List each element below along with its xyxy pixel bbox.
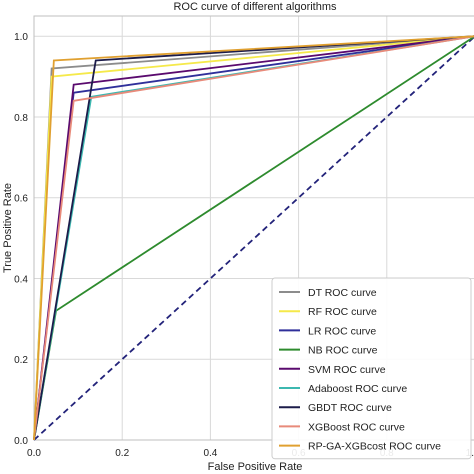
legend-box	[271, 277, 472, 460]
legend-label: LR ROC curve	[308, 325, 376, 337]
x-axis-label: False Positive Rate	[208, 461, 303, 473]
y-axis-label: True Positive Rate	[2, 183, 14, 273]
y-tick-label: 0.6	[14, 194, 28, 205]
legend-label: Adaboost ROC curve	[308, 383, 407, 395]
legend-label: DT ROC curve	[308, 287, 377, 299]
chart-title: ROC curve of different algorithms	[173, 1, 337, 13]
roc-series	[33, 35, 474, 441]
x-tick-label: 0.4	[203, 448, 217, 459]
y-tick-label: 0.0	[14, 436, 28, 447]
legend-label: NB ROC curve	[308, 345, 378, 357]
plot-frame	[33, 15, 474, 441]
legend-label: RP-GA-XGBcost ROC curve	[308, 441, 441, 453]
legend: DT ROC curve RF ROC curve LR ROC curve NB R…	[271, 277, 472, 460]
y-tick-label: 1.0	[14, 32, 28, 43]
x-tick-label: 0.2	[115, 448, 129, 459]
series-line	[33, 35, 474, 441]
y-tick-label: 0.2	[14, 355, 28, 366]
legend-label: XGBoost ROC curve	[308, 421, 405, 433]
legend-label: SVM ROC curve	[308, 364, 386, 376]
y-tick-label: 0.4	[14, 274, 28, 285]
y-tick-label: 0.8	[14, 113, 28, 124]
grid-lines	[33, 15, 474, 441]
series-line	[33, 35, 474, 441]
x-tick-label: 0.0	[27, 448, 41, 459]
legend-label: RF ROC curve	[308, 306, 377, 318]
legend-label: GBDT ROC curve	[308, 402, 392, 414]
